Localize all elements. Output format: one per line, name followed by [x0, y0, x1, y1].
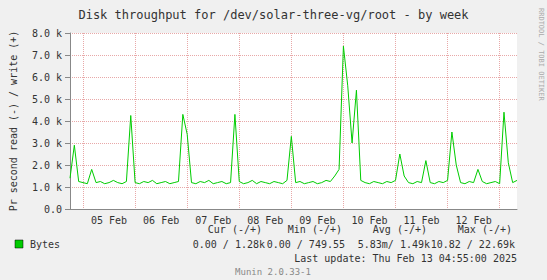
svg-text:Last update: Thu Feb 13 04:55:: Last update: Thu Feb 13 04:55:00 2025 [294, 253, 517, 264]
svg-text:5.83m/ 1.49k: 5.83m/ 1.49k [358, 239, 430, 250]
svg-text:06 Feb: 06 Feb [143, 215, 179, 226]
svg-text:08 Feb: 08 Feb [247, 215, 283, 226]
svg-text:8.0 k: 8.0 k [32, 28, 62, 39]
svg-text:Pr second read (-) / write (+): Pr second read (-) / write (+) [8, 31, 19, 212]
svg-text:7.0 k: 7.0 k [32, 50, 62, 61]
svg-text:09 Feb: 09 Feb [299, 215, 335, 226]
svg-text:12 Feb: 12 Feb [456, 215, 492, 226]
svg-text:5.0 k: 5.0 k [32, 94, 62, 105]
svg-text:Bytes: Bytes [30, 239, 60, 250]
svg-text:3.0 k: 3.0 k [32, 138, 62, 149]
svg-text:RRDTOOL / TOBI OETIKER: RRDTOOL / TOBI OETIKER [537, 8, 545, 102]
svg-text:0.00 / 749.55: 0.00 / 749.55 [267, 239, 345, 250]
svg-text:2.0 k: 2.0 k [32, 160, 62, 171]
svg-text:Max (-/+): Max (-/+) [457, 223, 512, 235]
svg-text:0.0: 0.0 [44, 204, 62, 215]
svg-text:Avg (-/+): Avg (-/+) [372, 223, 427, 235]
svg-text:10 Feb: 10 Feb [351, 215, 387, 226]
svg-text:6.0 k: 6.0 k [32, 72, 62, 83]
svg-text:1.0 k: 1.0 k [32, 182, 62, 193]
svg-text:Min (-/+): Min (-/+) [287, 223, 342, 235]
svg-text:Disk throughput for /dev/solar: Disk throughput for /dev/solar-three-vg/… [78, 8, 469, 22]
svg-text:0.00 / 1.28k: 0.00 / 1.28k [193, 239, 265, 250]
svg-text:Munin 2.0.33-1: Munin 2.0.33-1 [235, 267, 311, 277]
svg-text:05 Feb: 05 Feb [91, 215, 127, 226]
svg-text:10.82 / 22.69k: 10.82 / 22.69k [431, 239, 515, 250]
svg-text:4.0 k: 4.0 k [32, 116, 62, 127]
svg-text:07 Feb: 07 Feb [195, 215, 231, 226]
svg-text:Cur (-/+): Cur (-/+) [207, 223, 262, 235]
svg-text:11 Feb: 11 Feb [403, 215, 439, 226]
